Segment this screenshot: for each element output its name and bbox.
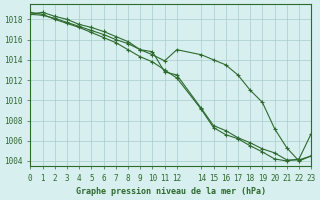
X-axis label: Graphe pression niveau de la mer (hPa): Graphe pression niveau de la mer (hPa) xyxy=(76,187,266,196)
